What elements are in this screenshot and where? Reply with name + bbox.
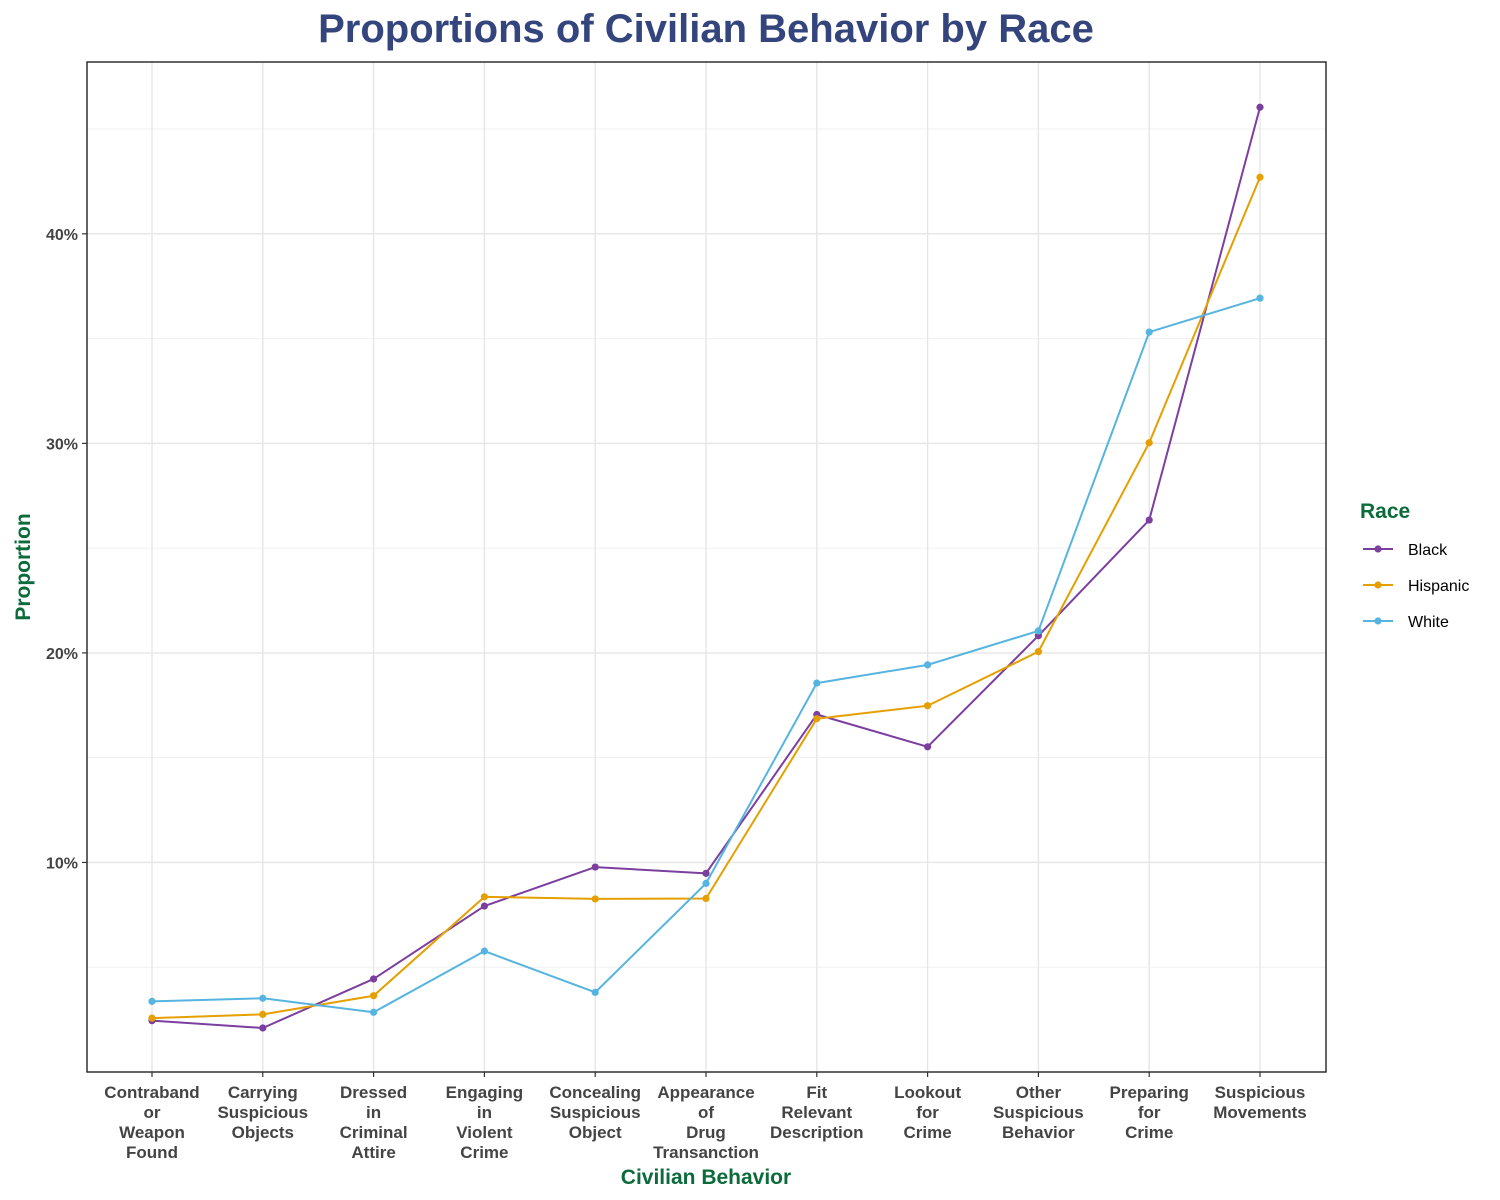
x-tick-label: Suspicious Movements <box>1213 1083 1307 1122</box>
x-tick-label: Lookout for Crime <box>894 1083 961 1142</box>
data-point-black <box>924 743 932 751</box>
y-tick-label: 30% <box>46 436 78 453</box>
data-point-black <box>370 975 378 983</box>
data-point-black <box>259 1024 267 1032</box>
legend-key-point <box>1374 581 1382 589</box>
chart-title: Proportions of Civilian Behavior by Race <box>318 7 1094 51</box>
x-tick-label: Engaging in Violent Crime <box>446 1083 523 1162</box>
data-point-white <box>1256 294 1264 302</box>
x-tick-label: Concealing Suspicious Object <box>549 1083 641 1142</box>
data-point-hispanic <box>702 894 710 903</box>
data-point-hispanic <box>480 893 488 901</box>
data-point-white <box>924 661 932 669</box>
x-tick-label: Contraband or Weapon Found <box>104 1083 199 1162</box>
data-point-white <box>591 988 599 996</box>
y-axis: 10% 20% 30% 40% <box>46 227 87 872</box>
data-point-hispanic <box>148 1014 156 1022</box>
legend-label: Hispanic <box>1408 578 1469 595</box>
data-point-hispanic <box>1256 173 1264 181</box>
data-point-white <box>148 997 156 1005</box>
data-point-hispanic <box>924 702 932 710</box>
y-tick-label: 10% <box>46 855 78 872</box>
y-axis-title: Proportion <box>12 513 35 620</box>
data-point-black <box>702 869 710 877</box>
legend-label: White <box>1408 614 1449 631</box>
x-tick-label: Appearance of Drug Transanction <box>653 1083 759 1162</box>
plot-grid <box>87 62 1326 1072</box>
data-point-white <box>370 1008 378 1016</box>
data-point-hispanic <box>591 895 599 903</box>
data-point-hispanic <box>813 715 821 723</box>
data-point-white <box>813 679 821 687</box>
data-point-black <box>1256 103 1264 111</box>
data-point-hispanic <box>370 992 378 1000</box>
data-point-white <box>259 994 267 1002</box>
x-axis-title: Civilian Behavior <box>621 1166 791 1189</box>
legend-title: Race <box>1360 500 1410 523</box>
legend-key-point <box>1374 617 1382 625</box>
legend-label: Black <box>1408 542 1448 559</box>
data-point-hispanic <box>1145 439 1153 447</box>
data-point-white <box>702 879 710 888</box>
data-point-hispanic <box>1034 648 1042 656</box>
data-point-white <box>1034 627 1042 635</box>
data-point-black <box>480 902 488 910</box>
data-point-black <box>591 863 599 871</box>
data-point-black <box>1145 516 1153 524</box>
x-tick-label: Carrying Suspicious Objects <box>217 1083 308 1142</box>
data-point-hispanic <box>259 1010 267 1018</box>
y-tick-label: 40% <box>46 227 78 244</box>
x-axis: Contraband or Weapon Found Carrying Suspiciou… <box>104 1072 1307 1162</box>
legend: Race Black Hispanic White <box>1360 500 1469 631</box>
x-tick-label: Other Suspicious Behavior <box>993 1083 1084 1142</box>
plot-points <box>148 103 1264 1032</box>
x-tick-label: Preparing for Crime <box>1110 1083 1189 1142</box>
data-point-white <box>480 947 488 955</box>
y-tick-label: 20% <box>46 646 78 663</box>
x-tick-label: Dressed in Criminal Attire <box>340 1083 408 1162</box>
x-tick-label: Fit Relevant Description <box>770 1083 864 1142</box>
legend-key-point <box>1374 545 1382 553</box>
data-point-white <box>1145 328 1153 336</box>
